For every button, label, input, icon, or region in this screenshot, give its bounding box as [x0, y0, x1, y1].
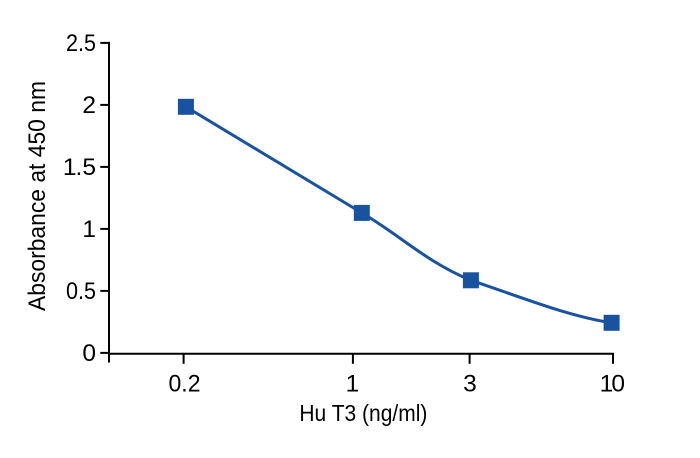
svg-text:.5: .5 [76, 154, 97, 181]
svg-text:1: 1 [63, 154, 77, 181]
svg-text:Hu T3 (ng/ml): Hu T3 (ng/ml) [299, 400, 427, 426]
svg-text:1: 1 [600, 370, 614, 397]
svg-text:Absorbance at 450 nm: Absorbance at 450 nm [24, 81, 51, 311]
svg-text:0.2: 0.2 [169, 370, 201, 397]
svg-text:3: 3 [463, 370, 477, 397]
svg-text:1: 1 [82, 216, 96, 243]
svg-text:0.5: 0.5 [66, 278, 96, 305]
svg-text:2.5: 2.5 [66, 30, 96, 57]
svg-text:1: 1 [346, 370, 360, 397]
svg-text:0: 0 [82, 340, 96, 367]
svg-text:0: 0 [611, 370, 625, 397]
svg-text:2: 2 [82, 92, 96, 119]
